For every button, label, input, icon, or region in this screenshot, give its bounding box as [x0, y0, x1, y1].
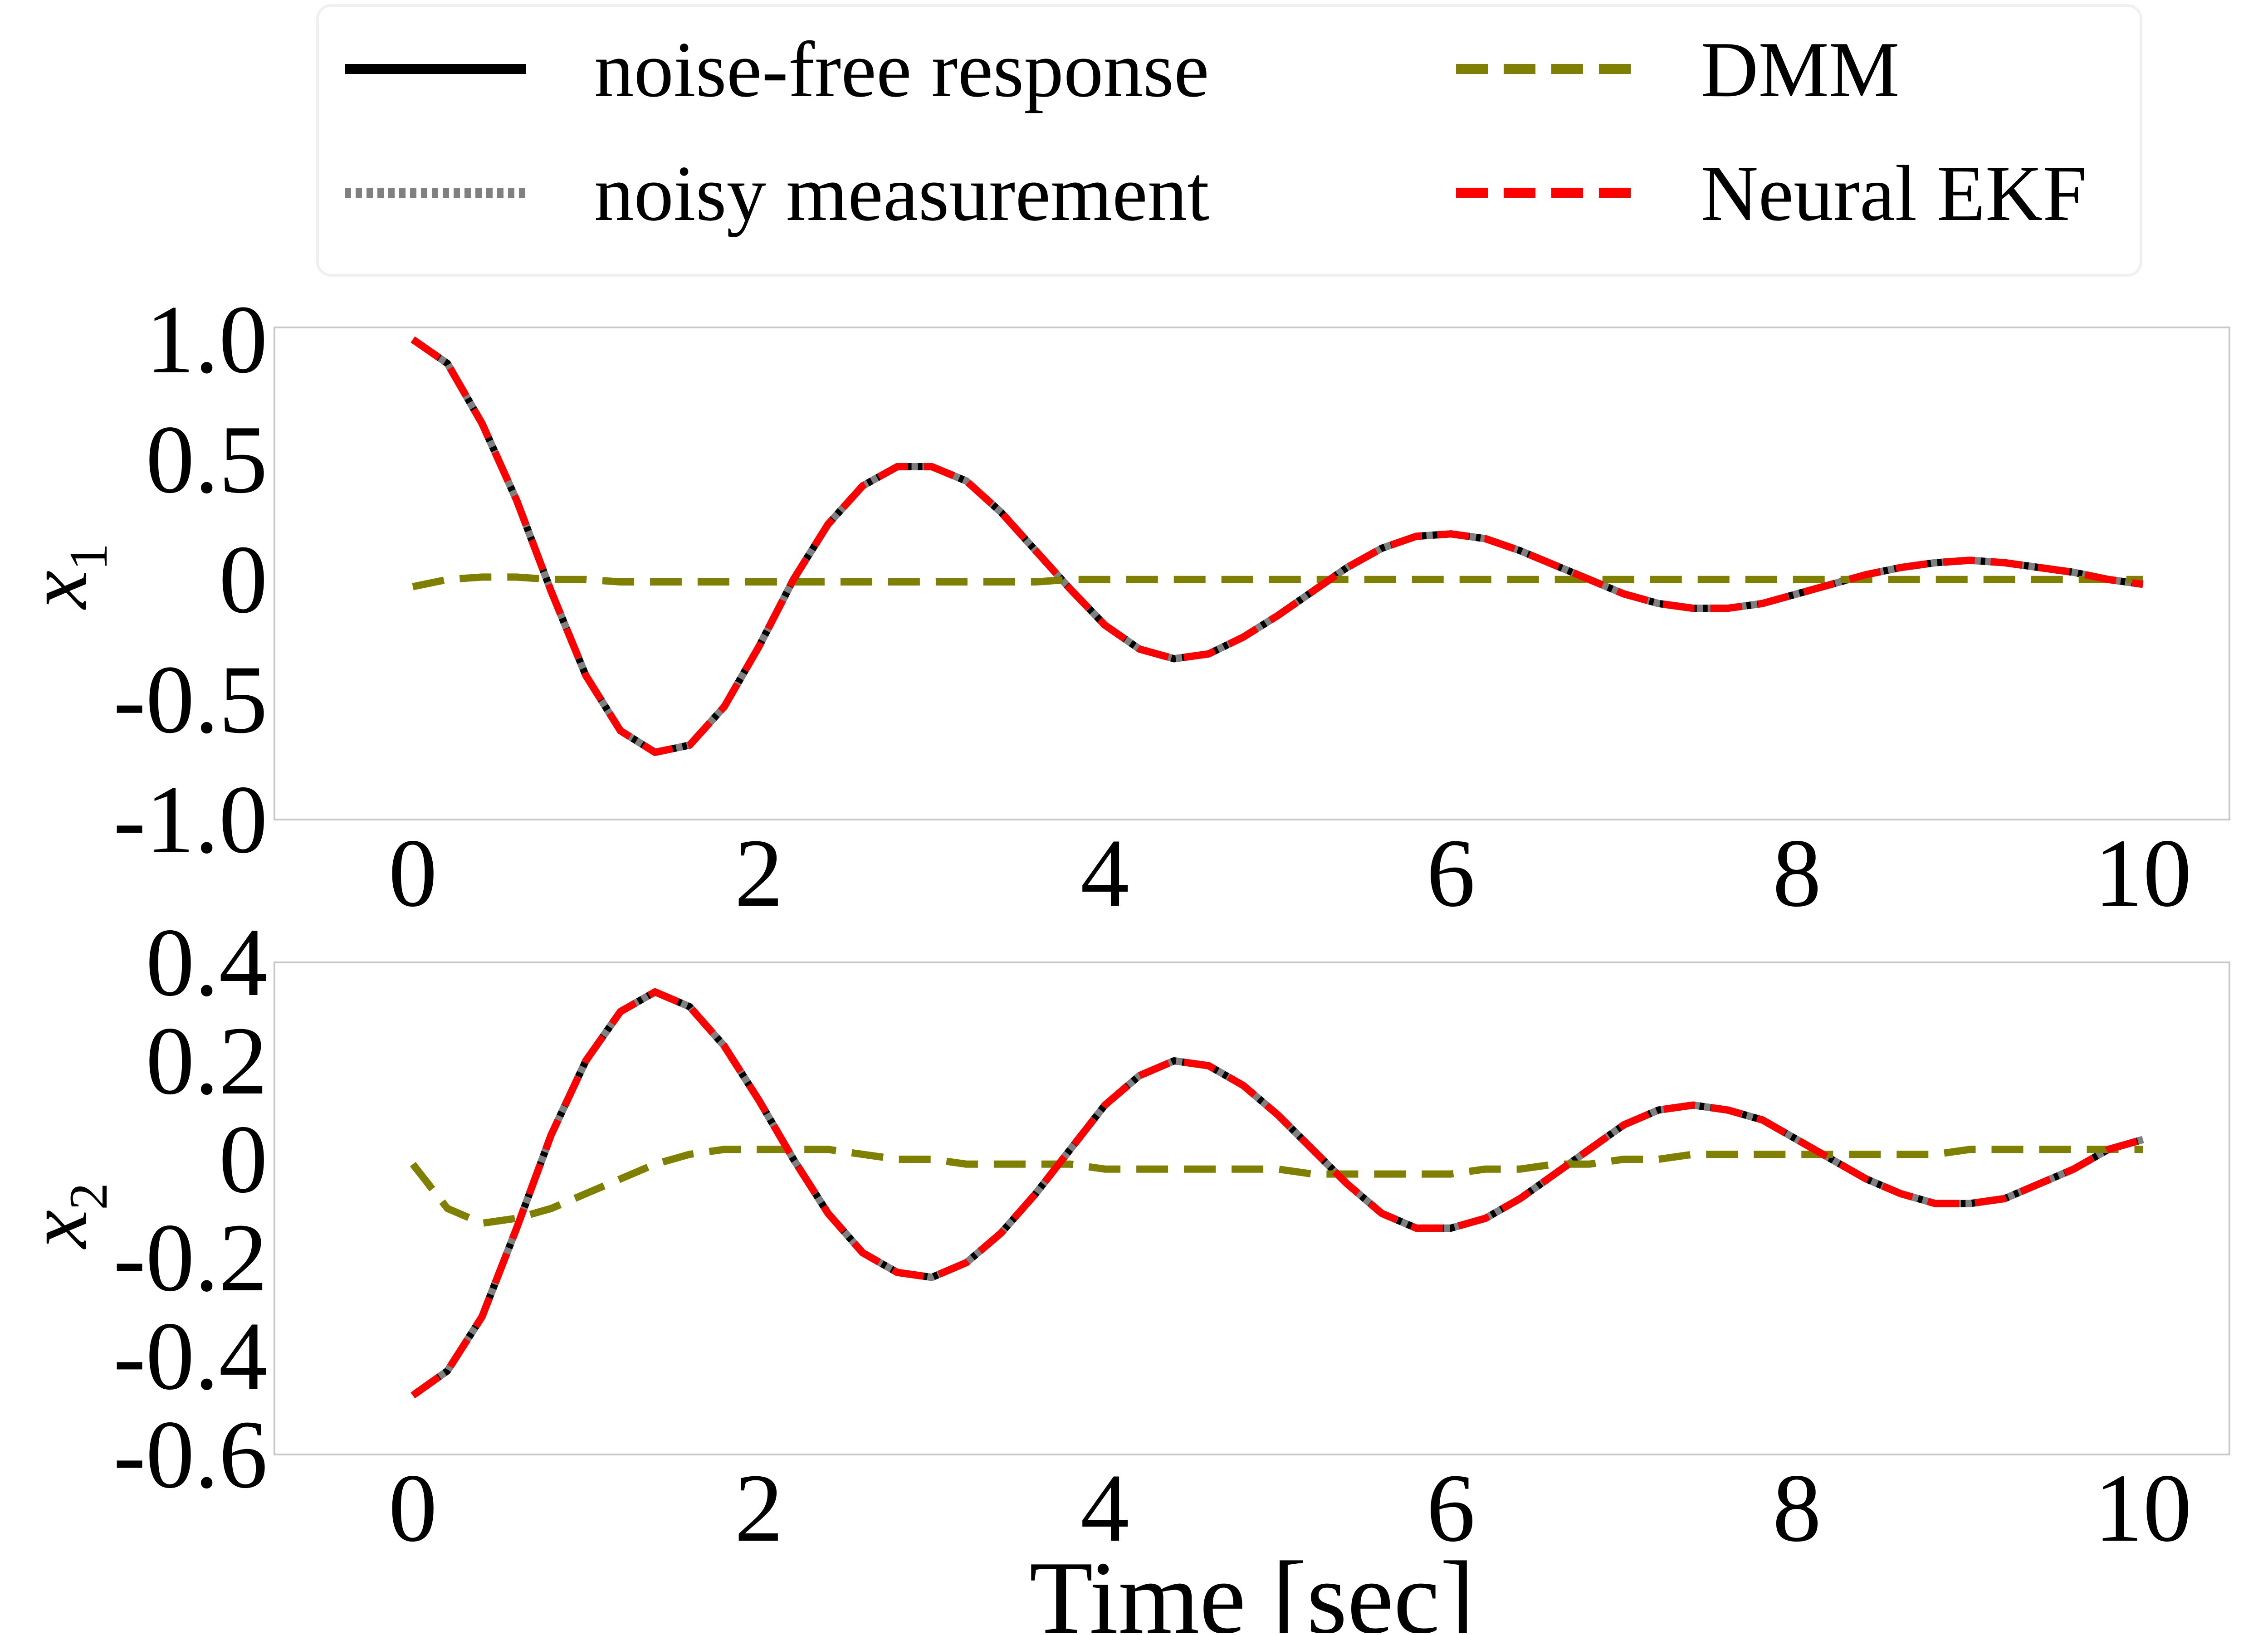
x-tick-label-x2-5: 10 — [2094, 1454, 2192, 1562]
x-tick-label-x1-1: 2 — [734, 819, 783, 927]
legend-frame — [316, 4, 2142, 277]
y-tick-label-x1-0: -1.0 — [113, 765, 268, 874]
legend-label-neural-ekf: Neural EKF — [1701, 149, 2087, 237]
legend-label-noisy: noisy measurement — [594, 149, 1209, 237]
y-tick-label-x2-0: -0.6 — [113, 1400, 268, 1508]
legend-label-dmm: DMM — [1701, 25, 1900, 113]
x-tick-label-x1-5: 10 — [2094, 819, 2192, 927]
series-noise-free-x1 — [411, 336, 2144, 756]
y-tick-label-x2-4: 0.2 — [146, 1006, 268, 1115]
y-tick-labels-x1: -1.0 -0.5 0 0.5 1.0 — [113, 285, 268, 874]
panel-x1: 0 2 4 6 8 10 -1.0 -0.5 0 0.5 1.0 x1 — [10, 285, 2230, 927]
plot-frame-x2 — [274, 961, 2230, 1455]
series-neural-ekf-x2 — [411, 988, 2144, 1399]
y-tick-label-x1-1: -0.5 — [113, 645, 268, 753]
y-tick-label-x2-5: 0.4 — [146, 908, 268, 1016]
x-tick-label-x1-3: 6 — [1427, 819, 1476, 927]
x-tick-label-x1-4: 8 — [1773, 819, 1822, 927]
x-tick-label-x2-3: 6 — [1427, 1454, 1476, 1562]
x-tick-labels-x2: 0 2 4 6 8 10 — [388, 1454, 2191, 1562]
x-axis-label: Time [sec] — [1029, 1540, 1475, 1633]
x-tick-labels-x1: 0 2 4 6 8 10 — [388, 819, 2191, 927]
y-tick-label-x2-2: -0.2 — [113, 1203, 268, 1312]
y-tick-labels-x2: -0.6-0.4-0.200.20.4 — [113, 908, 268, 1508]
y-tick-label-x2-3: 0 — [219, 1105, 268, 1213]
y-tick-label-x1-4: 1.0 — [146, 285, 268, 393]
series-lines-x2 — [410, 988, 2144, 1399]
x-tick-label-x2-0: 0 — [388, 1454, 437, 1562]
series-neural-ekf-x1 — [411, 336, 2144, 756]
y-tick-label-x1-2: 0 — [219, 525, 268, 634]
series-noisy-x1 — [411, 336, 2144, 756]
x-tick-label-x2-4: 8 — [1773, 1454, 1822, 1562]
y-tick-label-x1-3: 0.5 — [146, 405, 268, 513]
x-tick-label-x1-0: 0 — [388, 819, 437, 927]
y-axis-label-x1: x1 — [10, 543, 118, 610]
series-noise-free-x2 — [411, 988, 2144, 1399]
x-tick-label-x2-2: 4 — [1080, 1454, 1129, 1562]
x-tick-label-x2-1: 2 — [734, 1454, 783, 1562]
y-axis-label-x2: x2 — [10, 1183, 118, 1249]
plot-frame-x1 — [274, 327, 2230, 820]
legend-label-noise-free: noise-free response — [594, 25, 1209, 113]
series-lines-x1 — [411, 336, 2144, 756]
legend: noise-free response noisy measurement DM… — [316, 4, 2142, 277]
y-tick-label-x2-1: -0.4 — [113, 1302, 268, 1410]
series-dmm-x1 — [412, 573, 2143, 591]
series-dmm-x2 — [410, 1146, 2143, 1227]
panel-x2: 0 2 4 6 8 10 -0.6-0.4-0.200.20.4 x2 Time [sec… — [10, 908, 2230, 1635]
series-noisy-x2 — [411, 988, 2144, 1399]
x-tick-label-x1-2: 4 — [1080, 819, 1129, 927]
